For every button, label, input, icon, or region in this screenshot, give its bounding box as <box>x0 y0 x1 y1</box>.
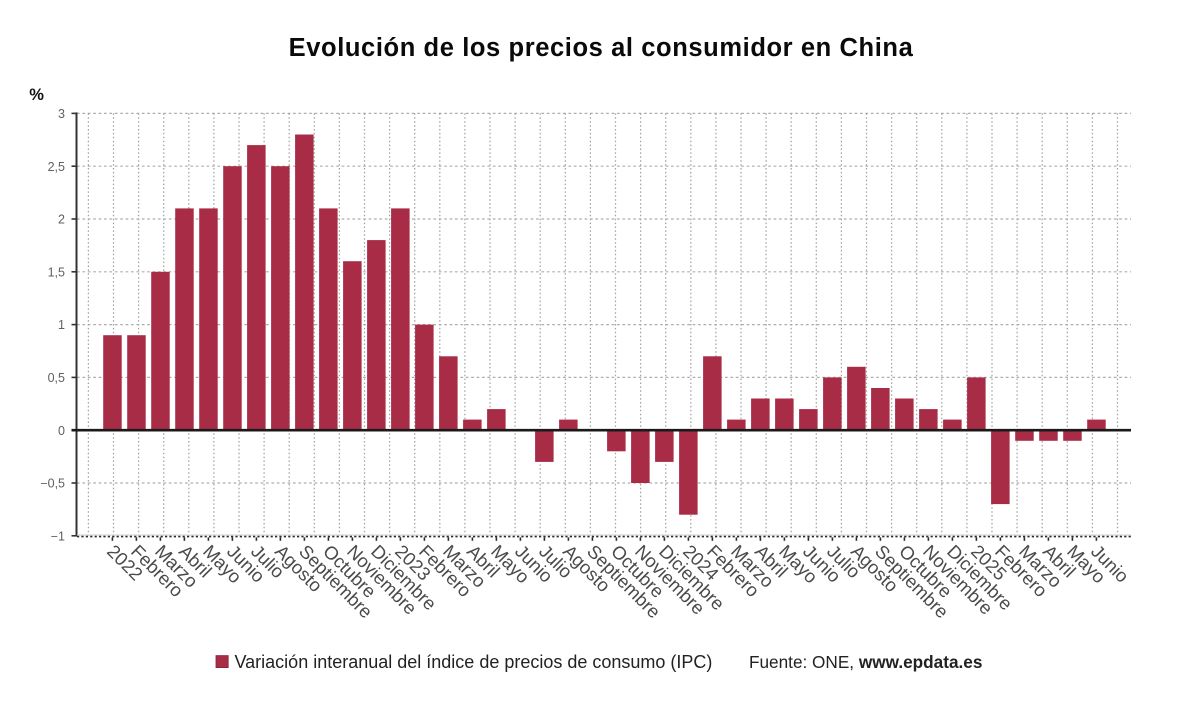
svg-text:0: 0 <box>58 424 65 438</box>
svg-text:2,5: 2,5 <box>48 160 65 174</box>
svg-text:−0,5: −0,5 <box>40 477 65 491</box>
svg-text:3: 3 <box>58 107 65 121</box>
svg-text:−1: −1 <box>51 529 65 543</box>
svg-text:%: % <box>29 86 44 104</box>
svg-text:1: 1 <box>58 318 65 332</box>
svg-text:2: 2 <box>58 213 65 227</box>
svg-text:0,5: 0,5 <box>48 371 65 385</box>
svg-text:1,5: 1,5 <box>48 265 65 279</box>
svg-text:Evolución de los precios al co: Evolución de los precios al consumidor e… <box>289 34 914 62</box>
svg-text:Variación interanual del índic: Variación interanual del índice de preci… <box>235 652 713 672</box>
svg-text:Fuente: ONE, www.epdata.es: Fuente: ONE, www.epdata.es <box>749 652 982 672</box>
